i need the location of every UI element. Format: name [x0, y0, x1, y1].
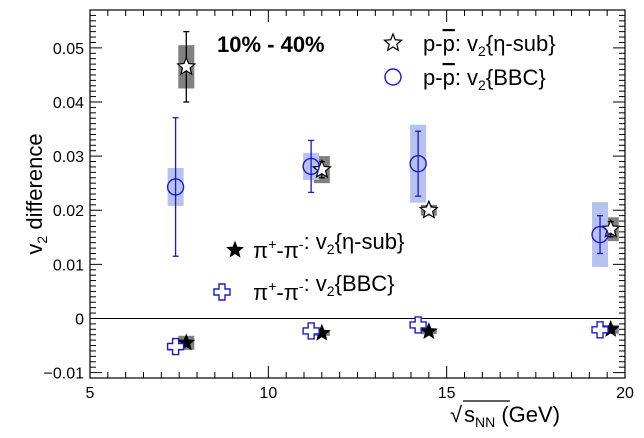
y-axis-title-main: v [22, 244, 47, 255]
x-axis-title-sub: NN [475, 414, 495, 430]
error-bar-layer [172, 30, 614, 257]
data-point-open-circle [409, 154, 427, 173]
data-point-open-cross [591, 321, 609, 339]
y-tick-label: 0.03 [53, 149, 84, 166]
legend-label-open-star-tail: {η-sub} [486, 31, 556, 56]
y-axis-title-rest: difference [22, 133, 47, 235]
x-axis-title: sNN (GeV) [464, 402, 560, 430]
legend-marker-open-cross [213, 283, 231, 301]
y-tick-label: 0.02 [53, 203, 84, 220]
legend-label-open-cross-a: π [253, 280, 268, 305]
data-point-open-cross [409, 316, 427, 334]
legend-label-open-cross-tail: {BBC} [335, 271, 395, 296]
legend-label-open-star-sub: 2 [478, 43, 486, 59]
legend-marker-open-star [382, 32, 404, 52]
legend-label-open-cross-mid: -π [276, 280, 299, 305]
data-point-filled-star [419, 322, 438, 340]
x-axis-title-unit: (GeV) [495, 402, 560, 427]
systematic-box-layer [167, 45, 619, 351]
legend-label-open-cross-sub: 2 [327, 283, 335, 299]
legend-label-open-cross: π+-π-: v2{BBC} [253, 271, 395, 305]
legend-label-open-star-rest: : v [455, 31, 478, 56]
legend-label-open-star-a: p- [423, 31, 443, 56]
data-point-filled-star [177, 333, 196, 351]
legend-label-open-star: p-p: v2{η-sub} [423, 31, 556, 59]
legend-marker-filled-star [226, 240, 244, 258]
data-point-open-star [418, 199, 439, 219]
legend-label-open-circle-tail: {BBC} [486, 65, 546, 90]
legend-label-open-circle-bar: p [443, 65, 455, 90]
legend-label-open-circle-sub: 2 [478, 77, 486, 93]
centrality-label: 10% - 40% [217, 32, 325, 57]
legend-layer: p-p: v2{η-sub}p-p: v2{BBC}π+-π-: v2{η-su… [213, 31, 556, 305]
x-tick-label: 10 [259, 385, 277, 402]
legend-label-open-circle-a: p- [423, 65, 443, 90]
data-point-open-circle [302, 157, 320, 176]
y-tick-label: 0 [75, 311, 84, 328]
data-point-open-circle [166, 178, 185, 196]
legend-label-open-cross-sup2: - [299, 278, 304, 294]
legend-label-filled-star-tail: {η-sub} [335, 229, 405, 254]
y-tick-label: 0.01 [53, 257, 84, 274]
data-point-open-star [600, 218, 621, 238]
legend-marker-open-circle [384, 68, 402, 86]
legend-label-filled-star: π+-π-: v2{η-sub} [253, 229, 404, 263]
legend-label-filled-star-sup2: - [299, 236, 304, 252]
x-axis-title-radical: √ [450, 402, 463, 427]
legend-label-open-star-bar: p [443, 31, 455, 56]
legend-label-filled-star-sub: 2 [327, 241, 335, 257]
marker-layer [166, 56, 621, 356]
legend-label-filled-star-rest: : v [304, 229, 327, 254]
x-tick-label: 15 [438, 385, 456, 402]
legend-label-open-cross-sup1: + [268, 278, 276, 294]
legend-label-open-cross-rest: : v [304, 271, 327, 296]
data-point-open-cross [166, 337, 185, 356]
data-point-open-star [176, 56, 197, 76]
legend-label-open-circle-rest: : v [455, 65, 478, 90]
data-point-open-cross [302, 322, 320, 340]
legend-label-open-circle: p-p: v2{BBC} [423, 65, 546, 93]
legend-label-filled-star-mid: -π [276, 238, 299, 263]
data-point-open-circle [591, 225, 609, 244]
x-tick-label: 20 [616, 385, 634, 402]
x-axis-title-s: s [464, 402, 475, 427]
tick-layer [89, 10, 626, 379]
x-tick-label: 5 [86, 385, 95, 402]
legend-label-filled-star-sup1: + [268, 236, 276, 252]
y-axis-title: v2 difference [22, 133, 50, 254]
legend-label-filled-star-a: π [253, 238, 268, 263]
data-point-open-star [311, 159, 332, 179]
y-tick-label: 0.05 [53, 41, 84, 58]
y-tick-label: −0.01 [44, 366, 85, 383]
y-axis-title-sub: 2 [34, 236, 50, 244]
y-tick-label: 0.04 [53, 95, 84, 112]
